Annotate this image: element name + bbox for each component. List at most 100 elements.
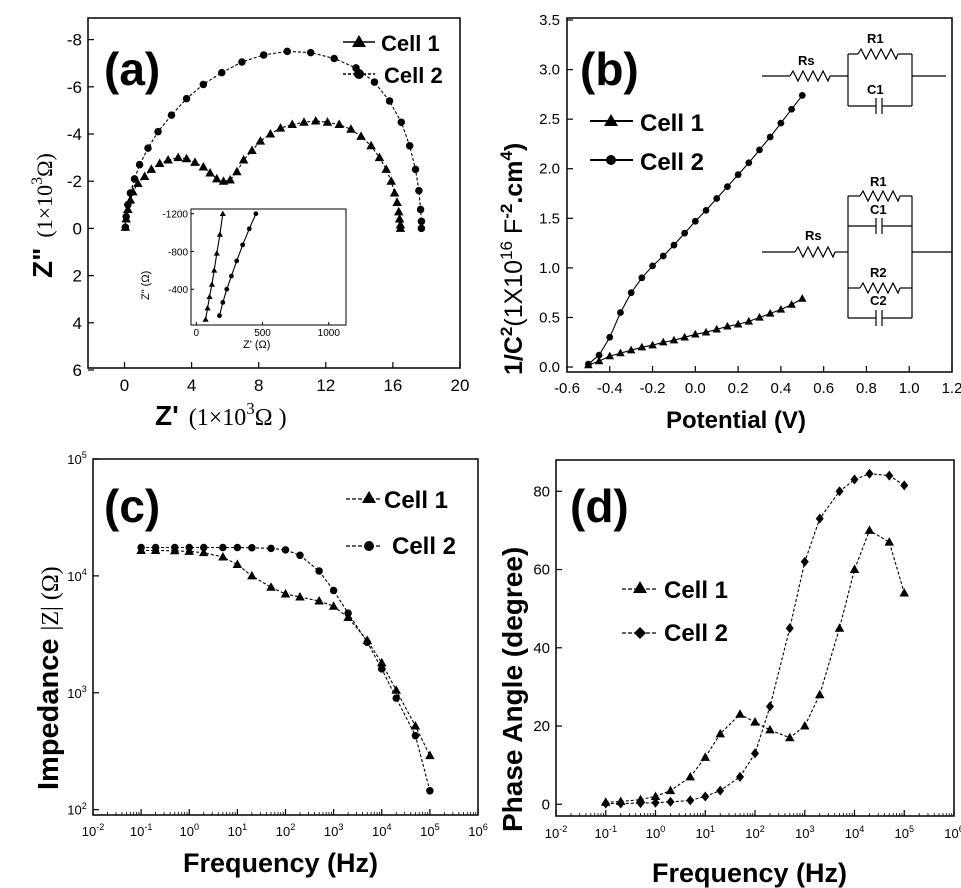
b-series-1-point <box>648 340 657 349</box>
b-series-2-point <box>777 119 785 127</box>
a-series-2-point <box>144 144 152 152</box>
a-ylabel-main: Z" <box>27 248 58 278</box>
c-series-2-point <box>171 543 179 552</box>
d-xtick-label: 101 <box>695 824 715 841</box>
d-series-1-point <box>884 537 895 546</box>
panel-c-xticks: 10-2 10-1 100 101 102 103 104 105 106 <box>82 809 488 839</box>
d-series-2-point <box>815 513 824 524</box>
b-series-2-point <box>606 333 614 341</box>
panel-a-xticks: 0 4 8 12 16 20 <box>120 362 470 395</box>
panel-d-series <box>601 468 909 809</box>
c-series-1-point <box>377 657 387 667</box>
a-series-2-point <box>124 201 132 209</box>
panel-a-series <box>120 47 426 233</box>
c-xtick-label: 105 <box>420 822 440 839</box>
panel-c-yticks: 102 103 104 105 <box>67 450 99 818</box>
panel-a-nyquist: (a) 0 4 8 12 16 20 -8 -6 -4 -2 0 2 4 6 Cell 1 Cell 2… <box>27 17 470 431</box>
a-series-1-point <box>154 158 165 167</box>
panel-d-ylabel: Phase Angle (degree) <box>497 547 528 832</box>
c-series-2-point <box>199 543 208 552</box>
a-series-2-point <box>306 48 315 57</box>
c-xtick-label: 102 <box>276 822 296 839</box>
inset-series-2-point <box>234 258 240 264</box>
d-xtick-label: 100 <box>646 824 666 841</box>
c-series-2-point <box>411 731 420 740</box>
d-series-1-point <box>849 564 860 574</box>
c-series-1-point <box>280 588 291 598</box>
c-series-1-point <box>266 582 276 591</box>
d-xtick-label: 104 <box>845 824 865 841</box>
b-series-2-point <box>702 207 710 214</box>
inset-series-2-point <box>224 286 230 292</box>
c-xtick-label: 103 <box>324 822 344 839</box>
b-series-1-point <box>626 345 636 354</box>
a-xtick-label: 16 <box>383 376 402 395</box>
a-series-2-point <box>135 160 144 169</box>
panel-c-label: (c) <box>104 480 160 532</box>
d-series-2-point <box>900 480 909 491</box>
d-ytick-label: 20 <box>533 718 550 735</box>
a-ytick-label: 6 <box>73 361 82 380</box>
a-series-2-point <box>370 78 379 86</box>
panel-b-yticks: 0.0 0.5 1.0 1.5 2.0 2.5 3.0 3.5 <box>539 12 573 376</box>
c-xtick-label: 10-1 <box>130 822 153 839</box>
b-ylabel-exp3: -2 <box>497 204 516 219</box>
circuit2-rs-label: Rs <box>805 228 822 243</box>
a-ytick-label: -8 <box>67 31 82 50</box>
b-series-2-point <box>585 360 592 368</box>
c-series-1-point <box>295 591 305 601</box>
a-xtick-label: 20 <box>451 376 470 395</box>
c-xtick-label: 100 <box>179 822 199 839</box>
c-ytick-label: 104 <box>67 567 87 584</box>
a-xtick-label: 4 <box>187 376 196 395</box>
inset-series-2-point <box>220 300 226 305</box>
legend-d-cell2-text: Cell 2 <box>664 620 728 647</box>
legend-a-cell2-marker <box>354 69 364 79</box>
a-series-1-point <box>265 129 276 138</box>
inset-ytick-label: -400 <box>168 285 188 296</box>
b-series-1-point <box>733 319 743 328</box>
d-series-2-point <box>751 748 759 759</box>
legend-d-cell1-text: Cell 1 <box>664 577 728 604</box>
d-series-1-point <box>864 525 875 534</box>
a-series-1-point <box>238 154 249 164</box>
b-ytick-label: 2.0 <box>539 161 560 178</box>
b-ylabel-mid: (1X10 <box>500 260 528 327</box>
panel-d-label: (d) <box>570 480 629 532</box>
b-ylabel-end: ) <box>500 143 528 151</box>
a-series-1-point <box>374 152 385 162</box>
inset-xtick-label: 1000 <box>318 328 341 339</box>
panel-b-frame <box>566 17 953 373</box>
panel-b-xticks: -0.6 -0.4 -0.2 0.0 0.2 0.4 0.6 0.8 1.0 1.2 <box>554 366 961 397</box>
d-series-2-point <box>651 797 660 808</box>
a-series-2-point <box>238 58 246 66</box>
b-ytick-label: 3.5 <box>539 12 560 29</box>
b-ylabel-exp1: 2 <box>497 327 516 336</box>
a-series-1-point <box>146 164 157 173</box>
b-series-2-point <box>691 217 699 225</box>
d-ytick-label: 0 <box>542 796 550 813</box>
inset-series-1-point <box>208 281 215 287</box>
b-ytick-label: 2.5 <box>539 111 560 128</box>
a-series-2-point <box>397 118 406 126</box>
a-series-2-point <box>415 186 423 195</box>
d-xtick-label: 105 <box>894 824 914 841</box>
d-series-2-point <box>835 486 844 497</box>
a-series-2-point <box>405 142 414 150</box>
b-ytick-label: 1.0 <box>539 260 560 277</box>
legend-a-cell2-text: Cell 2 <box>384 63 443 88</box>
svg-text:Z"(1×103Ω): Z" (1×103Ω) <box>27 153 58 278</box>
a-xlabel-main: Z' <box>155 400 179 431</box>
b-series-1-point <box>723 321 732 330</box>
a-ytick-label: -4 <box>67 125 82 144</box>
b-series-2-point <box>713 195 721 202</box>
c-series-2-point <box>344 609 352 617</box>
panel-c-ylabel: Impedance |Z| (Ω) <box>33 566 65 790</box>
panel-d-xlabel: Frequency (Hz) <box>652 858 847 888</box>
a-series-2-point <box>417 217 426 226</box>
c-ytick-label: 105 <box>67 450 87 467</box>
panel-b-label: (b) <box>580 43 639 95</box>
a-series-1-point <box>173 152 183 162</box>
c-series-2-point <box>296 551 304 560</box>
d-series-1-point <box>765 724 775 734</box>
